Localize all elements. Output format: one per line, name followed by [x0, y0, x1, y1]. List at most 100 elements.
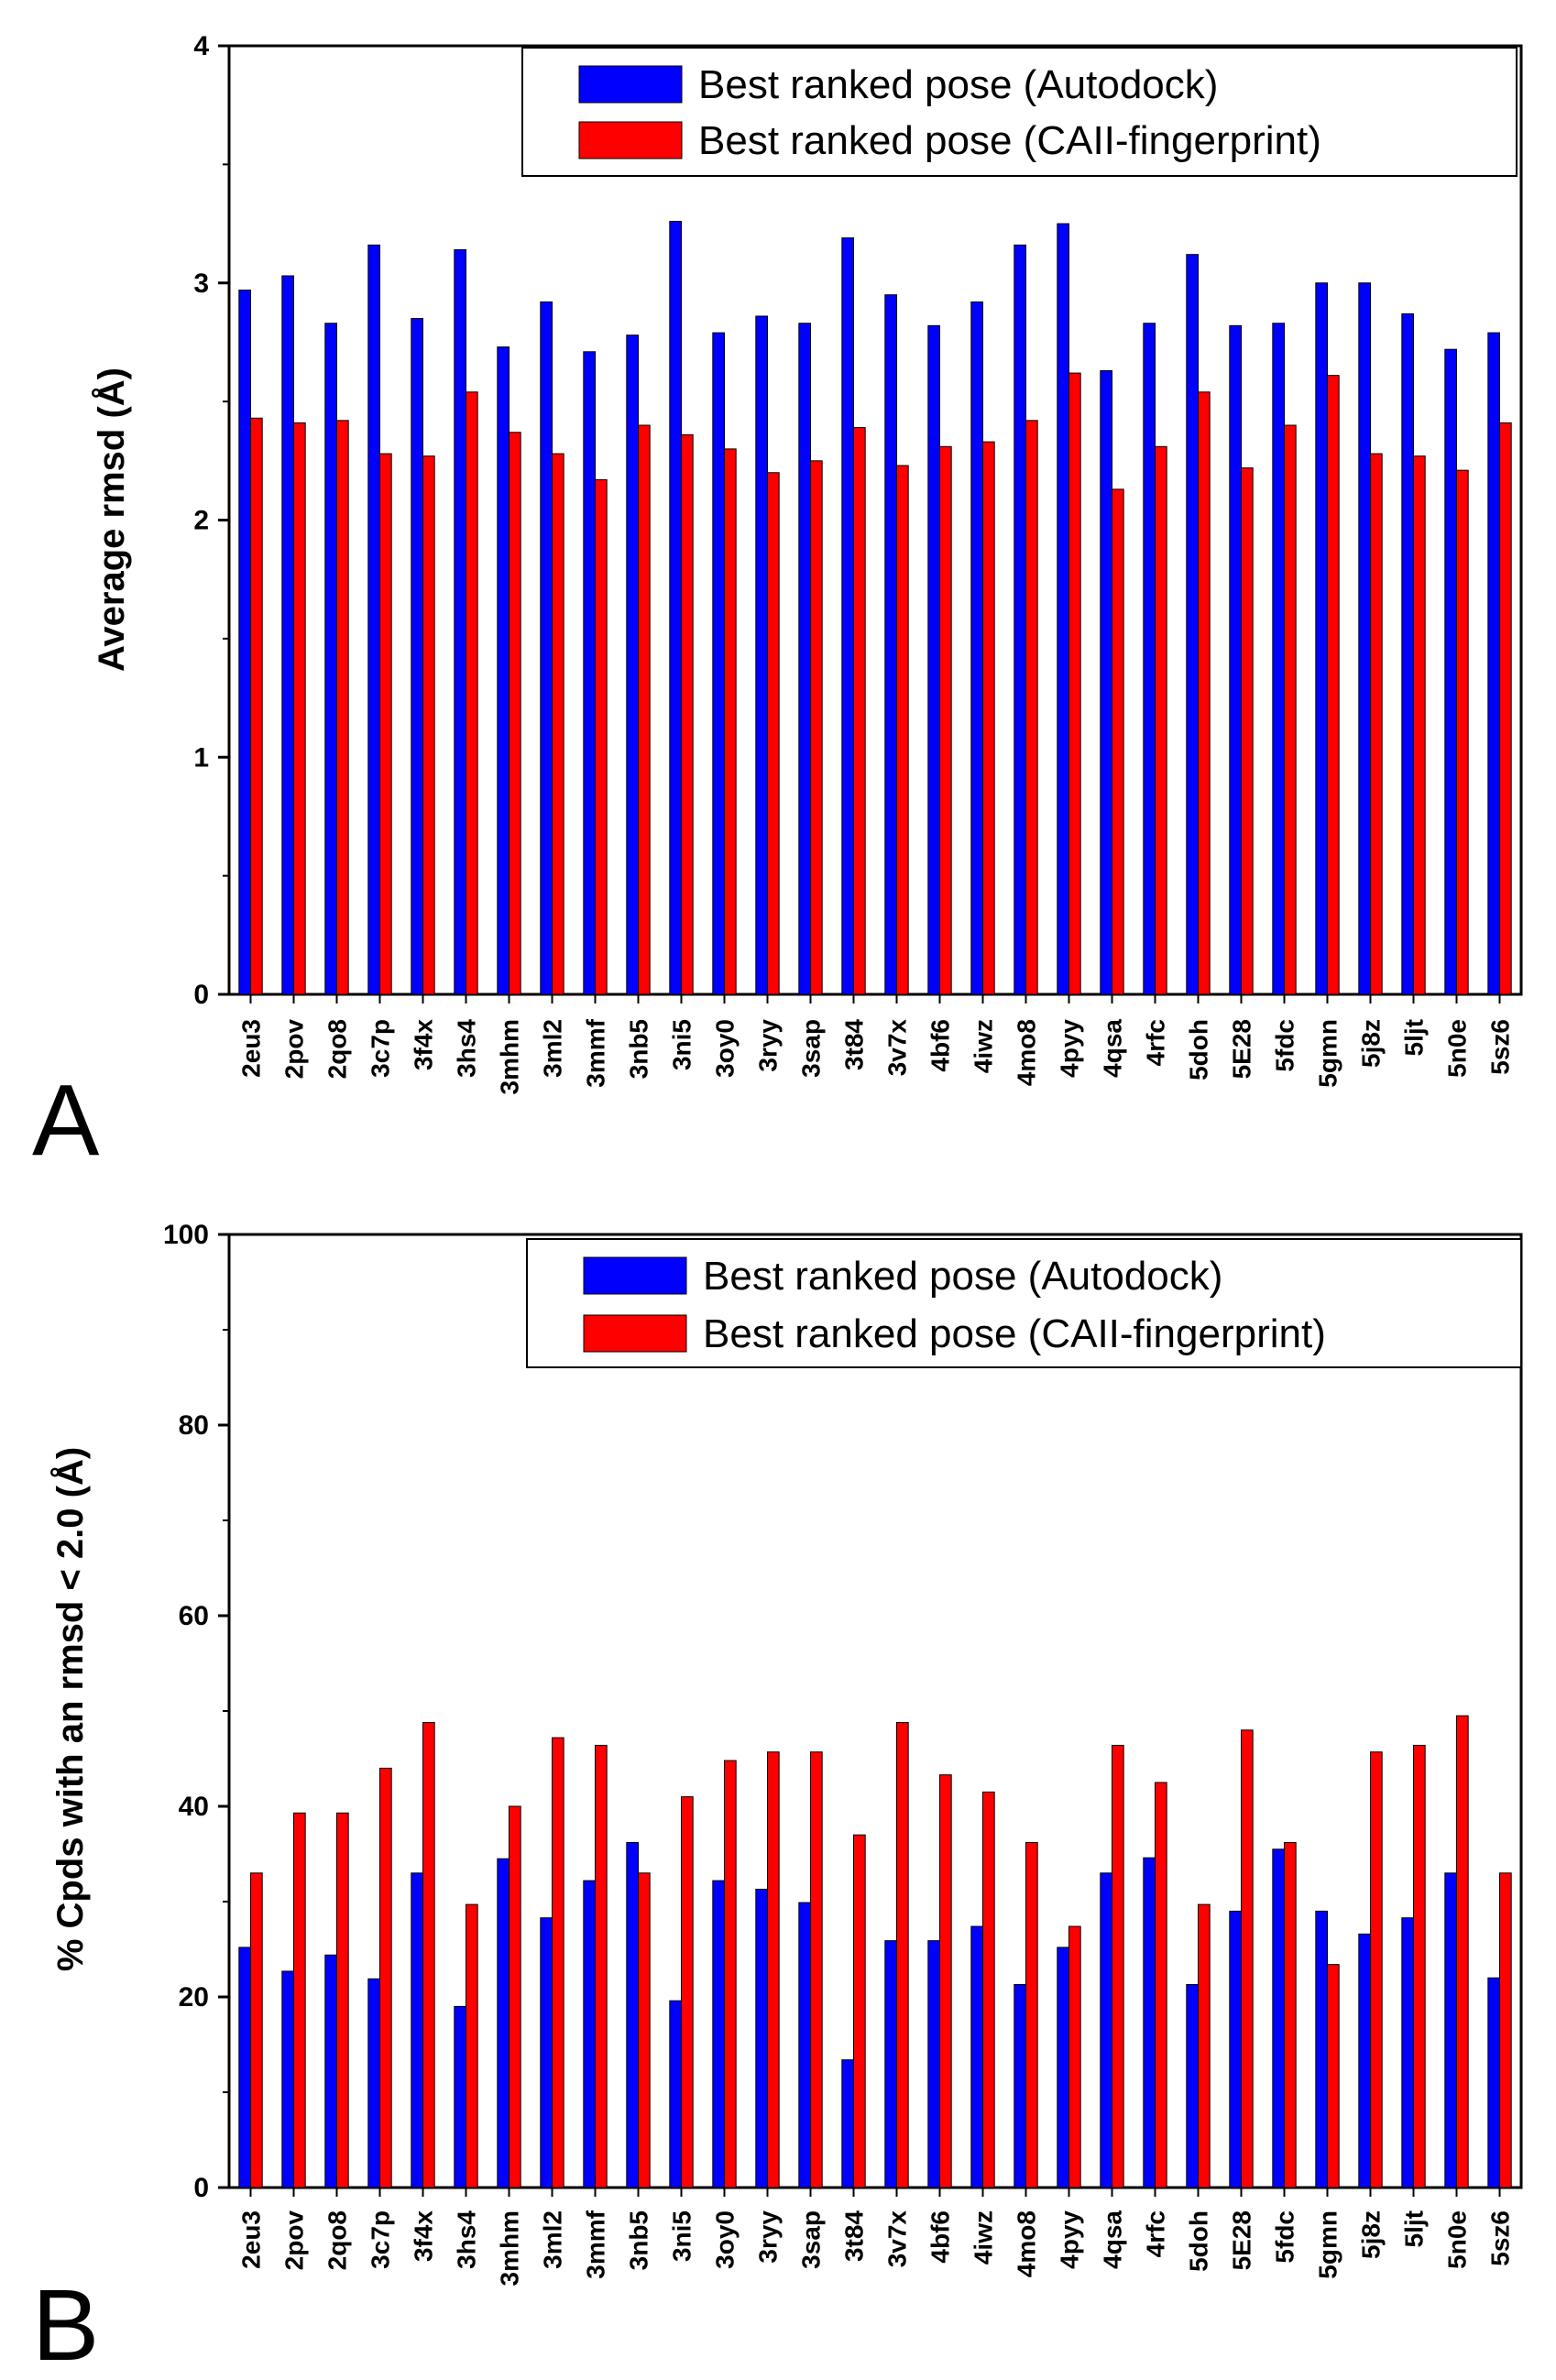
bar-caii-fingerprint: [509, 1805, 521, 2188]
bar-autodock: [970, 301, 984, 995]
bar-autodock: [1315, 1910, 1329, 2188]
bar-caii-fingerprint: [638, 1872, 651, 2188]
bar-caii-fingerprint: [982, 441, 995, 995]
bar-autodock: [927, 324, 940, 995]
x-tick-label: 3f4x: [410, 2210, 438, 2262]
x-tick-label: 4iwz: [970, 1019, 998, 1073]
chart-panel-a: 0 1 2 3 4 Average rmsd (Å) 2eu3 2pov 2qo8 3c7p 3f4…: [32, 31, 1523, 1177]
bar-caii-fingerprint: [466, 1903, 478, 2188]
bar-caii-fingerprint: [1370, 1751, 1383, 2188]
bar-caii-fingerprint: [422, 1721, 435, 2188]
bar-caii-fingerprint: [595, 479, 608, 995]
x-tick-label: 5E28: [1228, 1019, 1256, 1079]
x-tick-label: 2pov: [280, 2210, 309, 2271]
bar-caii-fingerprint: [1284, 424, 1297, 995]
legend-label: Best ranked pose (CAII-fingerprint): [698, 118, 1321, 163]
bar-caii-fingerprint: [767, 472, 780, 995]
bar-autodock: [1401, 1917, 1415, 2188]
bar-autodock: [798, 323, 811, 995]
x-tick-label: 5sz6: [1486, 2210, 1515, 2266]
bar-caii-fingerprint: [767, 1751, 780, 2188]
bar-autodock: [1272, 1848, 1286, 2188]
bar-caii-fingerprint: [1112, 488, 1124, 995]
bar-caii-fingerprint: [422, 455, 435, 995]
x-tick-label: 3hs4: [453, 2210, 481, 2269]
x-tick-label: 3ryy: [754, 1019, 783, 1072]
y-tick-label: 80: [179, 1410, 209, 1441]
legend-swatch: [583, 1314, 687, 1353]
x-tick-label: 3t84: [840, 2210, 869, 2262]
y-tick-label: 60: [179, 1601, 209, 1631]
x-tick-label: 3t84: [840, 1019, 869, 1070]
x-tick-label: 3mhm: [496, 2210, 524, 2286]
bar-caii-fingerprint: [336, 1812, 349, 2188]
bar-caii-fingerprint: [250, 417, 263, 995]
y-tick-label: 0: [193, 980, 209, 1010]
bar-autodock: [454, 2005, 466, 2188]
bar-caii-fingerprint: [1025, 420, 1038, 995]
bar-caii-fingerprint: [1327, 375, 1340, 995]
x-tick-label: 4qsa: [1099, 1019, 1127, 1078]
bar-autodock: [583, 1880, 596, 2188]
bar-caii-fingerprint: [552, 453, 564, 995]
x-tick-label: 4iwz: [970, 2210, 998, 2265]
bar-autodock: [281, 1970, 294, 2188]
bar-caii-fingerprint: [1499, 422, 1512, 995]
bar-autodock: [583, 351, 596, 995]
bar-caii-fingerprint: [1413, 1744, 1426, 2188]
bar-autodock: [238, 1947, 251, 2188]
bar-caii-fingerprint: [1112, 1744, 1124, 2188]
bar-autodock: [1143, 323, 1156, 995]
x-tick-label: 3sap: [797, 1019, 826, 1078]
bar-caii-fingerprint: [896, 465, 909, 995]
bar-autodock: [1229, 1910, 1243, 2188]
x-tick-label: 5n0e: [1443, 2210, 1472, 2269]
bar-caii-fingerprint: [1370, 453, 1383, 995]
x-tick-label: 2eu3: [237, 2210, 266, 2269]
bar-autodock: [712, 1880, 725, 2188]
x-tick-label: 4bf6: [926, 1019, 955, 1072]
bar-autodock: [1444, 348, 1458, 995]
bar-caii-fingerprint: [982, 1791, 995, 2188]
bar-autodock: [324, 323, 337, 995]
x-tick-label: 3oy0: [711, 2210, 740, 2269]
bar-autodock: [367, 1978, 380, 2188]
x-tick-label: 3hs4: [453, 1019, 481, 1078]
bar-autodock: [497, 1858, 510, 2188]
x-tick-label: 5n0e: [1443, 1019, 1472, 1078]
x-tick-label: 4rfc: [1142, 2210, 1170, 2257]
bar-caii-fingerprint: [509, 432, 521, 995]
bar-autodock: [755, 315, 768, 995]
x-tick-label: 3ni5: [668, 2210, 696, 2262]
x-tick-label: 5doh: [1185, 1019, 1213, 1080]
legend-box: [526, 1238, 1522, 1368]
bar-autodock: [1272, 323, 1286, 995]
x-tick-label: 3ni5: [668, 1019, 696, 1070]
bar-autodock: [1014, 244, 1027, 995]
x-tick-label: 3nb5: [625, 2210, 653, 2270]
y-tick-label: 3: [193, 269, 209, 299]
bar-autodock: [1487, 1977, 1501, 2188]
y-tick-label: 2: [193, 506, 209, 536]
bar-caii-fingerprint: [1499, 1872, 1512, 2188]
x-tick-label: 2eu3: [237, 1019, 266, 1078]
legend-swatch: [578, 65, 683, 104]
x-tick-label: 5ljt: [1400, 2210, 1429, 2247]
bar-autodock: [1186, 254, 1200, 995]
bar-autodock: [1100, 1872, 1113, 2188]
x-tick-label: 3ml2: [539, 2210, 567, 2269]
bar-caii-fingerprint: [1413, 455, 1426, 995]
bar-autodock: [1315, 282, 1329, 995]
legend-label: Best ranked pose (Autodock): [703, 1254, 1222, 1299]
x-tick-label: 3sap: [797, 2210, 826, 2269]
bar-autodock: [411, 1872, 423, 2188]
x-tick-label: 4pyy: [1056, 2210, 1084, 2269]
bar-autodock: [238, 290, 251, 995]
bar-caii-fingerprint: [896, 1721, 909, 2188]
bar-caii-fingerprint: [379, 453, 392, 995]
legend: Best ranked pose (Autodock) Best ranked p…: [521, 47, 1518, 177]
bar-caii-fingerprint: [681, 433, 694, 995]
bar-caii-fingerprint: [336, 420, 349, 995]
bar-autodock: [841, 2059, 854, 2188]
